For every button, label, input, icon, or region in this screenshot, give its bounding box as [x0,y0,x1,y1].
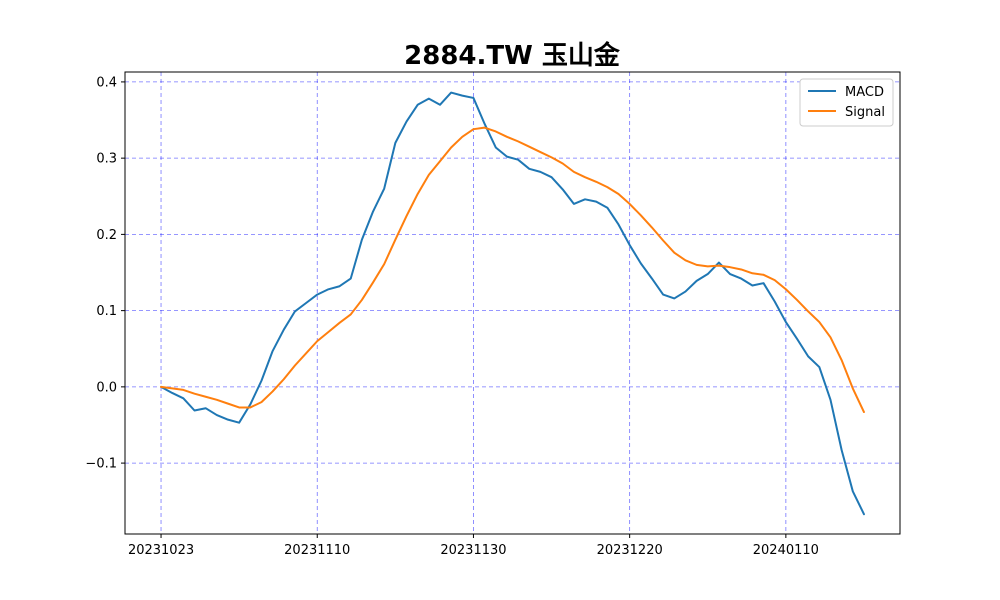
legend-label-macd: MACD [845,85,884,100]
y-tick-label: 0.3 [96,152,117,167]
series-line-signal [160,126,865,414]
legend: MACD Signal [799,78,894,127]
x-tick-label: 20231220 [597,543,663,558]
y-tick-label: 0.2 [96,228,117,243]
grid-lines [125,72,900,534]
plot-area [125,72,900,534]
y-tick-label: 0.4 [96,75,117,90]
y-tick-label: 0.1 [96,304,117,319]
chart-title: 2884.TW 玉山金 [404,40,621,71]
x-tick-label: 20231130 [440,543,506,558]
y-tick-label: 0.0 [96,380,117,395]
series-lines [160,91,865,516]
x-tick-label: 20231023 [128,543,194,558]
series-line-macd [160,91,865,516]
y-axis-ticks: 0.4 0.3 0.2 0.1 0.0 −0.1 [85,75,125,472]
x-tick-label: 20240110 [753,543,819,558]
legend-label-signal: Signal [845,105,885,120]
y-tick-label: −0.1 [85,457,117,472]
x-axis-ticks: 20231023 20231110 20231130 20231220 20240110 [128,534,819,558]
plot-frame [124,71,901,535]
x-tick-label: 20231110 [284,543,350,558]
